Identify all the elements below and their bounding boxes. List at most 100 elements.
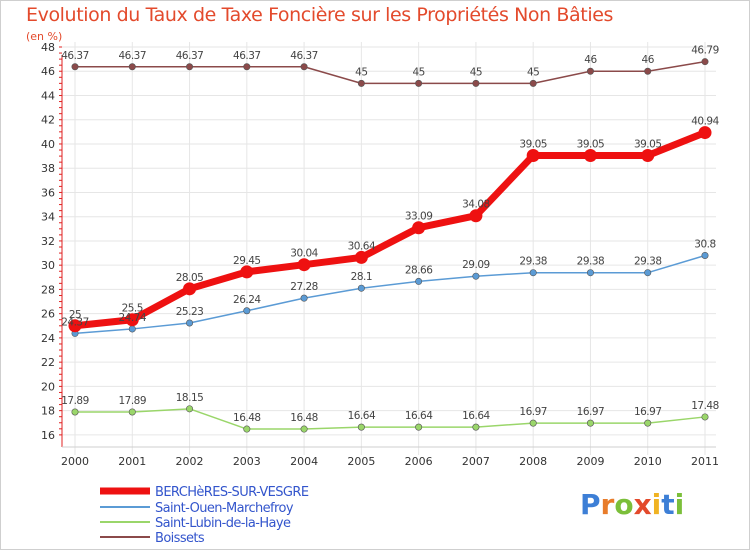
data-label: 16.48: [233, 412, 261, 424]
y-tick-label: 18: [41, 405, 55, 418]
series-point-1: [243, 307, 251, 315]
series-line-3: [75, 60, 706, 85]
series-point-0: [297, 258, 311, 272]
series-point-3: [128, 63, 136, 71]
series-point-2: [644, 419, 652, 427]
data-label: 34.08: [462, 199, 490, 211]
data-label: 30.04: [290, 248, 318, 260]
data-label: 27.28: [290, 281, 318, 293]
data-label: 46.37: [290, 50, 318, 62]
series-point-2: [357, 423, 365, 431]
x-tick-label: 2011: [691, 455, 719, 468]
x-tick-label: 2008: [519, 455, 547, 468]
x-tick-label: 2001: [118, 455, 146, 468]
data-labels: 25 25.5 28.05 29.45 30.04 30.64 33.09 34.08 39.0…: [61, 45, 720, 424]
y-tick-label: 40: [41, 138, 55, 151]
series-point-1: [529, 269, 537, 277]
data-label: 29.38: [577, 256, 605, 268]
data-label: 40.94: [691, 116, 719, 128]
x-tick-label: 2005: [347, 455, 375, 468]
data-label: 25.5: [122, 303, 143, 315]
x-tick-label: 2000: [61, 455, 89, 468]
data-label: 17.48: [691, 400, 719, 412]
y-tick-label: 30: [41, 259, 55, 272]
series-point-3: [644, 67, 652, 75]
series-point-2: [128, 408, 136, 416]
logo-letter: t: [661, 488, 675, 521]
x-tick-label: 2003: [233, 455, 261, 468]
data-label: 16.48: [290, 412, 318, 424]
x-tick-label: 2004: [290, 455, 318, 468]
legend-label: Saint-Ouen-Marchefroy: [155, 501, 294, 516]
series-point-3: [472, 79, 480, 87]
data-label: 29.45: [233, 255, 261, 267]
data-label: 39.05: [519, 138, 547, 150]
logo-letter: i: [651, 488, 662, 521]
series-point-3: [186, 63, 194, 71]
series-point-0: [526, 148, 540, 162]
series-point-0: [68, 319, 82, 333]
series-point-0: [469, 209, 483, 223]
data-label: 16.64: [462, 410, 490, 422]
data-label: 16.97: [519, 406, 547, 418]
y-tick-label: 34: [41, 211, 55, 224]
series-point-0: [412, 221, 426, 235]
y-tick-label: 44: [41, 89, 55, 102]
legend-label: BERCHèRES-SUR-VESGRE: [155, 485, 309, 500]
series-point-0: [354, 250, 368, 264]
y-tick-label: 36: [41, 186, 55, 199]
series-point-3: [586, 67, 594, 75]
series-point-2: [300, 425, 308, 433]
series-line-1: [74, 254, 706, 335]
data-label: 28.05: [176, 272, 204, 284]
legend-label: Boissets: [155, 531, 205, 546]
series-point-1: [586, 269, 594, 277]
y-tick-label: 22: [41, 356, 55, 369]
series-point-2: [472, 423, 480, 431]
series-point-0: [240, 265, 254, 279]
series-point-2: [186, 405, 194, 413]
series-point-0: [183, 282, 197, 296]
data-label: 29.09: [462, 259, 490, 271]
series-point-3: [415, 79, 423, 87]
series-point-1: [186, 319, 194, 327]
data-label: 46: [584, 54, 597, 66]
series-group: [68, 58, 712, 433]
data-label: 46.37: [118, 50, 146, 62]
data-label: 17.89: [118, 395, 146, 407]
logo-letter: o: [614, 488, 634, 521]
series-point-0: [698, 126, 712, 140]
data-label: 18.15: [176, 392, 204, 404]
data-label: 28.1: [351, 271, 372, 283]
data-label: 24.74: [118, 312, 146, 324]
series-point-3: [529, 79, 537, 87]
series-point-1: [300, 294, 308, 302]
axes: 16 18 20 22 24 26 28 30 32 34 36 38 40 42 44 46 48 2000 20…: [41, 41, 719, 468]
y-tick-label: 32: [41, 235, 55, 248]
series-point-0: [641, 148, 655, 162]
series-point-1: [701, 251, 709, 259]
series-line-2: [75, 408, 706, 430]
y-tick-label: 42: [41, 114, 55, 127]
data-label: 30.8: [694, 238, 715, 250]
y-tick-label: 26: [41, 308, 55, 321]
x-tick-label: 2007: [462, 455, 490, 468]
y-tick-label: 24: [41, 332, 55, 345]
x-tick-label: 2010: [634, 455, 662, 468]
series-point-3: [243, 63, 251, 71]
series-point-2: [71, 408, 79, 416]
data-label: 26.24: [233, 294, 261, 306]
data-label: 16.64: [405, 410, 433, 422]
data-label: 28.66: [405, 264, 433, 276]
data-label: 45: [412, 66, 424, 78]
series-point-0: [583, 148, 597, 162]
series-line-0: [74, 129, 707, 330]
y-tick-label: 20: [41, 380, 55, 393]
grid: [62, 42, 716, 455]
unit-label: (en %): [26, 30, 63, 43]
logo-letter: r: [600, 488, 615, 521]
series-point-0: [125, 313, 139, 327]
logo-letter: x: [633, 488, 652, 521]
legend: BERCHèRES-SUR-VESGRESaint-Ouen-Marchefro…: [100, 485, 309, 546]
data-label: 46.37: [176, 50, 204, 62]
